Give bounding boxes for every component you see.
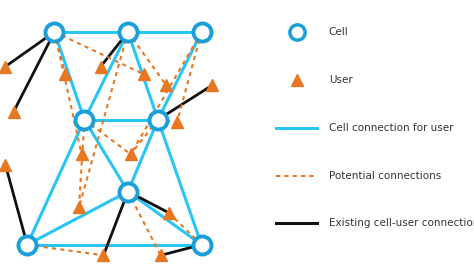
Text: Potential connections: Potential connections — [329, 171, 441, 181]
Text: User: User — [329, 75, 353, 85]
Text: Cell connection for user: Cell connection for user — [329, 123, 453, 133]
Text: Cell: Cell — [329, 27, 348, 37]
Text: Existing cell-user connections: Existing cell-user connections — [329, 218, 474, 228]
